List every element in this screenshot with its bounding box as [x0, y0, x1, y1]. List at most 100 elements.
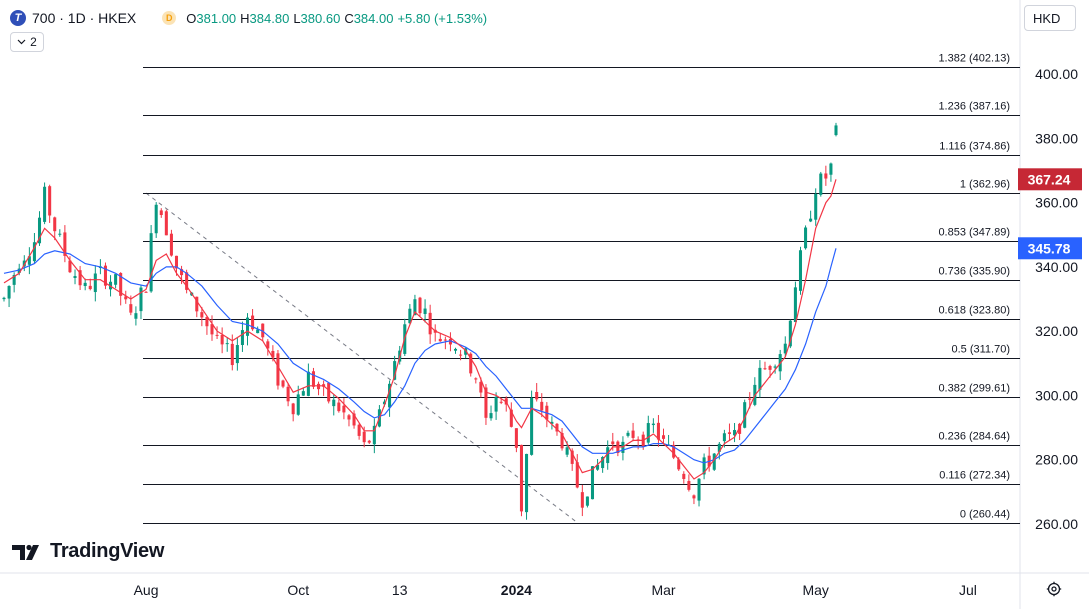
- price-label-box: [1018, 168, 1082, 191]
- candle-body: [748, 398, 752, 400]
- candle-body: [535, 391, 539, 400]
- candle-body: [301, 391, 305, 396]
- indicators-toggle-button[interactable]: 2: [10, 32, 44, 52]
- candle-body: [357, 424, 361, 436]
- candle-body: [129, 304, 133, 313]
- logo-text: TradingView: [50, 540, 165, 562]
- candle-body: [12, 275, 16, 285]
- candle-body: [763, 368, 767, 370]
- candle-body: [114, 274, 118, 285]
- candle-body: [733, 429, 737, 436]
- candle-body: [687, 481, 691, 490]
- indicators-count: 2: [30, 35, 37, 49]
- candle-body: [464, 348, 468, 355]
- candle-body: [824, 173, 828, 179]
- gear-icon[interactable]: [1046, 581, 1062, 597]
- candle-body: [570, 450, 574, 464]
- candle-body: [428, 312, 432, 335]
- candle-body: [489, 413, 493, 419]
- candle-body: [560, 433, 564, 449]
- candle-body: [169, 233, 173, 256]
- candle-body: [768, 366, 772, 370]
- candle-body: [174, 255, 179, 269]
- candle-body: [702, 457, 706, 475]
- fib-level-label: 0.382 (299.61): [938, 383, 1010, 395]
- candle-body: [149, 233, 153, 292]
- candle-body: [692, 495, 696, 499]
- symbol-header[interactable]: T 700 · 1D · HKEX D O 381.00 H 384.80 L …: [10, 8, 487, 28]
- candle-body: [245, 317, 250, 336]
- tradingview-logo[interactable]: TradingView: [12, 540, 164, 563]
- candle-body: [134, 313, 138, 319]
- candle-body: [626, 432, 630, 436]
- candle-body: [48, 186, 52, 216]
- candle-body: [53, 217, 57, 232]
- candle-body: [525, 453, 529, 513]
- data-source-icon: D: [162, 11, 177, 25]
- candle-body: [154, 204, 158, 234]
- candle-body: [256, 329, 260, 334]
- candle-body: [393, 361, 397, 380]
- candle-body: [453, 348, 458, 351]
- fib-level-label: 0.236 (284.64): [938, 431, 1010, 443]
- candle-body: [682, 473, 686, 479]
- open-value: 381.00: [196, 10, 237, 26]
- x-tick-label: Oct: [287, 582, 309, 598]
- candle-body: [17, 268, 21, 273]
- candle-body: [677, 459, 681, 470]
- candle-body: [317, 383, 321, 390]
- x-tick-label: Mar: [651, 582, 675, 598]
- candle-body: [37, 217, 42, 244]
- candle-body: [327, 382, 331, 402]
- candle-body: [717, 443, 721, 452]
- x-tick-label: 2024: [501, 582, 532, 598]
- candle-body: [550, 421, 554, 424]
- candle-body: [200, 312, 204, 318]
- candle-body: [418, 297, 422, 314]
- candle-body: [646, 423, 650, 443]
- candle-body: [7, 286, 11, 299]
- candle-body: [448, 338, 452, 345]
- candle-body: [712, 453, 716, 470]
- fib-level-label: 1 (362.96): [960, 179, 1010, 191]
- candle-body: [372, 425, 376, 445]
- candle-body: [124, 296, 128, 300]
- y-tick-label: 400.00: [1035, 66, 1078, 82]
- fib-level-label: 1.116 (374.86): [939, 141, 1010, 153]
- candle-body: [514, 428, 518, 448]
- symbol-title[interactable]: 700 · 1D · HKEX: [32, 10, 137, 26]
- candle-body: [697, 478, 701, 501]
- candle-body: [738, 423, 742, 434]
- currency-button[interactable]: HKD: [1024, 5, 1076, 31]
- candle-body: [459, 354, 463, 356]
- fib-level-label: 0.5 (311.70): [951, 344, 1010, 356]
- low-label: L: [293, 10, 301, 26]
- candle-body: [601, 456, 605, 469]
- fib-level-label: 1.236 (387.16): [938, 101, 1010, 113]
- candle-body: [672, 444, 676, 458]
- x-tick-label: May: [802, 582, 828, 598]
- y-tick-label: 300.00: [1035, 387, 1078, 403]
- candle-body: [266, 341, 270, 349]
- candle-body: [225, 343, 229, 345]
- open-label: O: [186, 10, 197, 26]
- candle-body: [661, 435, 666, 439]
- candle-body: [367, 440, 371, 443]
- candle-body: [240, 330, 244, 345]
- candle-body: [793, 287, 797, 323]
- candle-body: [103, 265, 107, 286]
- candle-body: [58, 233, 62, 235]
- candle-body: [22, 260, 26, 267]
- candle-body: [220, 335, 224, 345]
- candle-body: [656, 422, 660, 440]
- candle-body: [119, 273, 123, 296]
- candle-body: [306, 371, 310, 396]
- candle-body: [469, 353, 473, 374]
- y-tick-label: 360.00: [1035, 195, 1078, 211]
- close-label: C: [344, 10, 354, 26]
- candle-body: [332, 399, 336, 407]
- candle-body: [611, 441, 615, 445]
- candle-body: [575, 462, 579, 488]
- candle-body: [596, 464, 600, 470]
